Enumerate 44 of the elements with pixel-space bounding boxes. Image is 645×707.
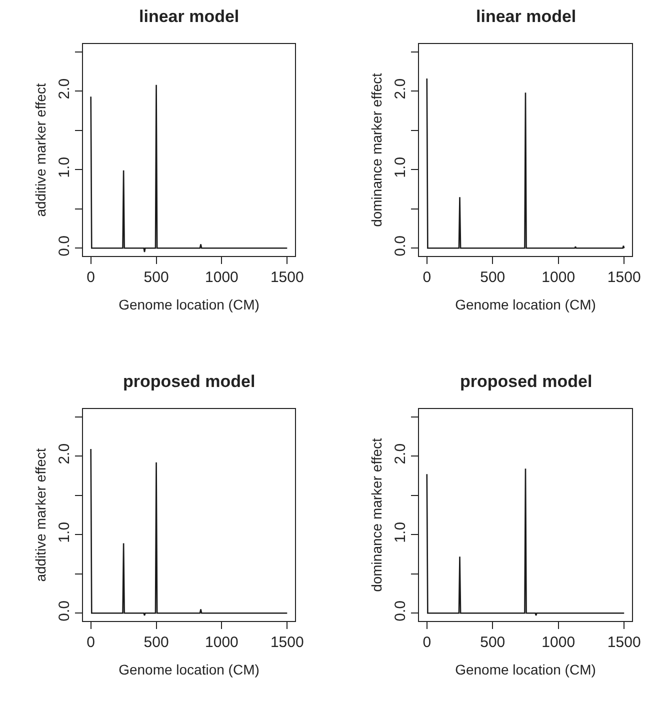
chart-title: proposed model (123, 372, 256, 391)
chart-title: linear model (139, 7, 240, 26)
y-tick-label: 2.0 (56, 78, 73, 100)
x-tick-label: 500 (480, 634, 506, 651)
x-tick-label: 1000 (542, 634, 576, 651)
x-tick-label: 500 (144, 269, 169, 286)
x-tick-label: 500 (480, 269, 506, 286)
x-tick-label: 0 (422, 634, 432, 651)
y-axis-title: dominance marker effect (368, 438, 385, 592)
y-tick-label: 0.0 (56, 600, 73, 622)
y-tick-label: 0.0 (392, 235, 409, 256)
y-axis-title: dominance marker effect (368, 72, 385, 227)
x-tick-label: 500 (144, 634, 169, 651)
x-tick-label: 0 (422, 269, 432, 286)
x-tick-label: 1500 (607, 269, 641, 286)
x-axis-title: Genome location (CM) (118, 296, 260, 312)
x-axis-title: Genome location (CM) (118, 661, 260, 678)
y-tick-label: 1.0 (392, 156, 409, 178)
chart-title: linear model (476, 7, 576, 26)
y-tick-label: 1.0 (392, 522, 409, 543)
x-tick-label: 1000 (205, 269, 238, 286)
y-tick-label: 2.0 (392, 78, 409, 100)
x-tick-label: 0 (86, 634, 96, 651)
y-tick-label: 2.0 (392, 443, 409, 464)
line-series (426, 468, 625, 616)
x-tick-label: 1500 (270, 634, 304, 651)
x-tick-label: 1500 (270, 269, 304, 286)
line-series (90, 448, 288, 616)
chart-title: proposed model (460, 372, 592, 391)
x-tick-label: 1000 (205, 634, 238, 651)
y-tick-label: 0.0 (56, 235, 73, 256)
y-axis-title: additive marker effect (32, 83, 49, 217)
y-tick-label: 1.0 (56, 156, 73, 178)
x-axis-title: Genome location (CM) (455, 296, 596, 312)
line-series (426, 78, 625, 249)
y-tick-label: 1.0 (56, 522, 73, 543)
y-tick-label: 2.0 (56, 443, 73, 464)
y-tick-label: 0.0 (392, 600, 409, 622)
y-axis-title: additive marker effect (32, 448, 49, 582)
x-tick-label: 0 (86, 269, 96, 286)
x-tick-label: 1500 (607, 634, 641, 651)
x-axis-title: Genome location (CM) (455, 661, 596, 678)
line-series (90, 84, 288, 253)
x-tick-label: 1000 (542, 269, 576, 286)
